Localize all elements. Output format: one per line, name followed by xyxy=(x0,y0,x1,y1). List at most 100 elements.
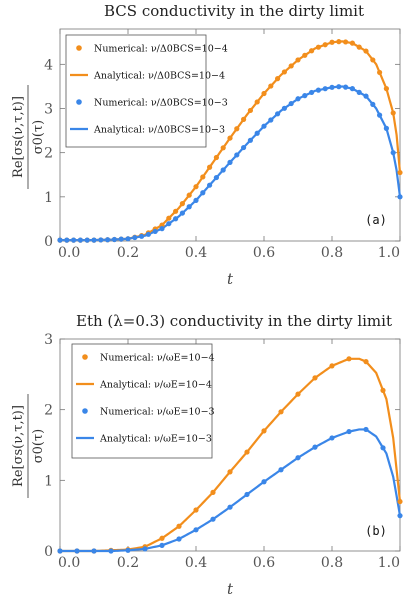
numerical-point-2 xyxy=(261,123,267,129)
numerical-point-2 xyxy=(295,96,301,102)
legend-label: Analytical: ν/Δ0BCS=10−4 xyxy=(93,71,225,82)
numerical-point-2 xyxy=(244,491,250,498)
legend-marker-points xyxy=(76,99,82,105)
numerical-point-1 xyxy=(295,57,301,63)
numerical-point-1 xyxy=(193,507,199,513)
legend-box-b xyxy=(71,343,213,459)
numerical-point-2 xyxy=(315,87,321,93)
numerical-point-1 xyxy=(377,69,383,76)
numerical-point-1 xyxy=(268,83,274,89)
numerical-point-2 xyxy=(397,194,403,200)
numerical-point-2 xyxy=(213,174,219,181)
numerical-point-2 xyxy=(91,548,97,554)
y-tick-label: 3 xyxy=(44,332,53,348)
numerical-point-2 xyxy=(64,237,70,243)
numerical-point-2 xyxy=(390,150,396,156)
numerical-point-2 xyxy=(159,542,165,548)
numerical-point-1 xyxy=(363,48,369,54)
numerical-point-2 xyxy=(247,137,253,143)
numerical-point-2 xyxy=(132,234,138,241)
chart-title-b: Eth (λ=0.3) conductivity in the dirty li… xyxy=(76,312,392,330)
numerical-point-2 xyxy=(363,93,369,99)
numerical-point-1 xyxy=(241,116,247,122)
y-tick-label: 2 xyxy=(44,403,53,419)
legend-items-b: Numerical: ν/ωE=10−4 Analytical: ν/ωE=10−… xyxy=(76,353,215,445)
numerical-point-2 xyxy=(370,101,376,107)
numerical-point-1 xyxy=(356,44,362,50)
x-tick-label: 0.0 xyxy=(58,245,80,261)
numerical-point-2 xyxy=(295,455,301,461)
numerical-point-1 xyxy=(220,145,226,151)
numerical-point-2 xyxy=(159,226,165,232)
numerical-point-1 xyxy=(336,39,342,45)
y-tick-label: 1 xyxy=(44,473,53,489)
numerical-point-2 xyxy=(397,513,403,519)
numerical-point-1 xyxy=(179,201,185,207)
numerical-point-2 xyxy=(57,548,63,554)
numerical-point-2 xyxy=(288,100,294,107)
y-tick-label: 0 xyxy=(44,234,53,250)
numerical-point-1 xyxy=(261,90,267,97)
numerical-point-1 xyxy=(278,409,284,415)
legend-items-a: Numerical: ν/Δ0BCS=10−4 Analytical: ν/Δ0B… xyxy=(70,44,228,136)
y-axis-label-a: Re[σs(ν,τ,t)] σ0(τ) xyxy=(11,85,46,189)
legend-label: Analytical: ν/Δ0BCS=10−3 xyxy=(93,125,225,136)
numerical-point-1 xyxy=(210,489,216,495)
numerical-point-2 xyxy=(322,86,328,92)
legend-label: Numerical: ν/Δ0BCS=10−3 xyxy=(94,98,228,109)
numerical-point-1 xyxy=(302,52,308,58)
x-axis-label-b: t xyxy=(227,580,234,598)
numerical-point-2 xyxy=(363,426,369,433)
numerical-point-2 xyxy=(111,236,117,243)
numerical-point-1 xyxy=(247,107,253,114)
numerical-point-1 xyxy=(329,363,335,369)
numerical-point-1 xyxy=(166,215,172,221)
numerical-point-2 xyxy=(145,231,151,237)
legend-b: Numerical: ν/ωE=10−4 Analytical: ν/ωE=10−… xyxy=(71,343,215,459)
numerical-point-1 xyxy=(295,391,301,397)
numerical-point-2 xyxy=(227,159,233,165)
panel-label-a: (a) xyxy=(365,213,387,227)
numerical-point-2 xyxy=(210,516,216,522)
numerical-point-1 xyxy=(363,359,369,365)
y-axis-label-b: Re[σs(ν,τ,t)] σ0(τ) xyxy=(11,394,46,498)
numerical-point-2 xyxy=(176,536,182,542)
numerical-point-1 xyxy=(281,69,287,75)
legend-marker-points xyxy=(82,408,88,414)
numerical-point-2 xyxy=(91,237,97,243)
numerical-point-1 xyxy=(234,126,240,132)
numerical-point-1 xyxy=(329,39,335,45)
numerical-point-2 xyxy=(125,547,131,553)
y-ticks-a: 0 1 2 3 4 xyxy=(44,57,400,250)
numerical-point-2 xyxy=(356,89,362,95)
numerical-point-2 xyxy=(98,237,104,243)
numerical-point-2 xyxy=(336,84,342,90)
plot-frame-b xyxy=(59,338,401,552)
numerical-point-2 xyxy=(105,237,111,243)
numerical-point-1 xyxy=(227,135,233,141)
numerical-point-1 xyxy=(193,184,199,190)
numerical-point-2 xyxy=(193,527,199,533)
numerical-point-2 xyxy=(71,237,77,243)
numerical-point-1 xyxy=(390,110,396,116)
chart-panel-b: Eth (λ=0.3) conductivity in the dirty li… xyxy=(11,312,403,598)
numerical-point-1 xyxy=(397,169,403,176)
numerical-point-1 xyxy=(186,192,192,198)
numerical-point-2 xyxy=(312,444,318,450)
numerical-point-2 xyxy=(207,182,213,188)
numerical-point-2 xyxy=(84,237,90,243)
x-tick-label: 0.8 xyxy=(321,245,343,261)
legend-marker-points xyxy=(82,354,88,360)
numerical-point-2 xyxy=(139,233,145,239)
numerical-point-2 xyxy=(179,210,185,216)
legend-marker-points xyxy=(76,45,82,51)
numerical-point-1 xyxy=(349,40,355,46)
numerical-point-2 xyxy=(193,197,199,203)
legend-label: Numerical: ν/ωE=10−4 xyxy=(100,353,215,364)
numerical-point-1 xyxy=(309,48,315,54)
numerical-point-1 xyxy=(312,375,318,381)
numerical-point-2 xyxy=(281,105,287,111)
legend-label: Analytical: ν/ωE=10−4 xyxy=(99,380,212,391)
legend-label: Numerical: ν/Δ0BCS=10−4 xyxy=(94,44,228,55)
